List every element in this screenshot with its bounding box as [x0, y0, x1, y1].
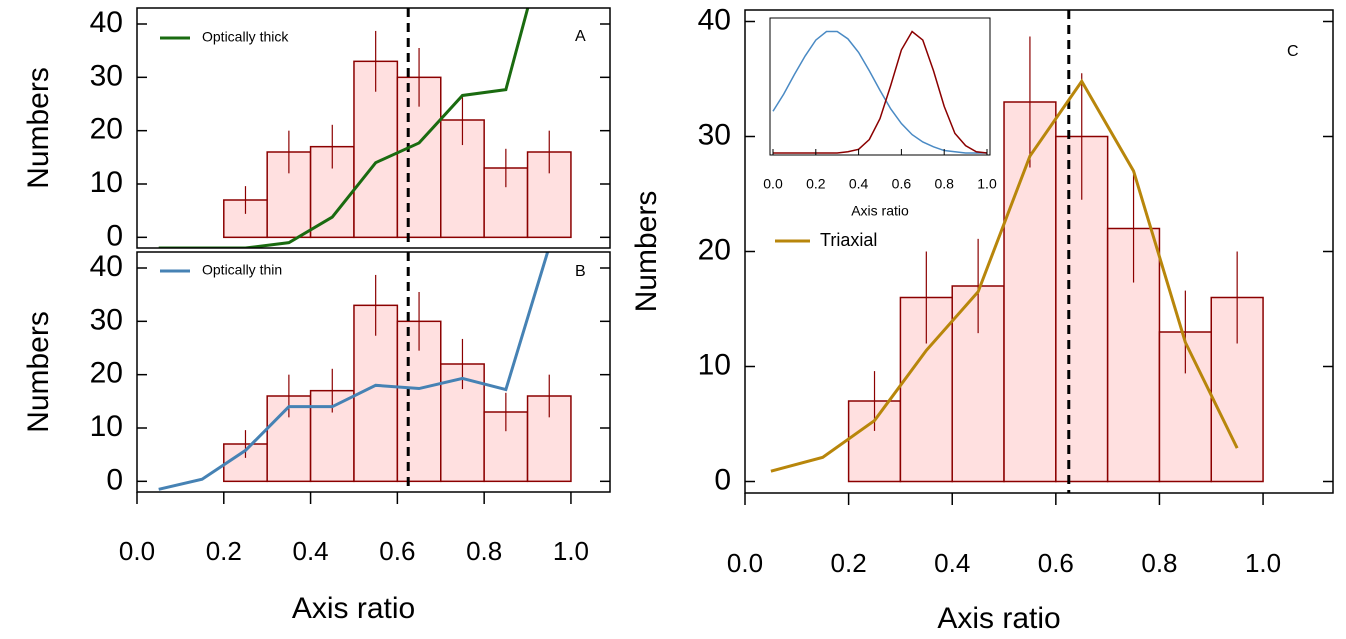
x-tick-label: 0.2	[831, 548, 867, 578]
y-tick-label: 30	[90, 59, 123, 92]
panel-letter: C	[1287, 43, 1299, 60]
series-line	[770, 78, 1239, 473]
y-tick-label: 10	[90, 166, 123, 199]
x-tick-label: 0.6	[379, 536, 415, 566]
plot-area	[770, 10, 1264, 493]
y-axis-label: Numbers	[22, 67, 55, 189]
y-tick-label: 0	[714, 463, 731, 496]
plot-area	[158, 8, 572, 248]
y-tick-label: 40	[698, 3, 731, 36]
x-tick-label: 0.2	[806, 176, 826, 192]
series-line	[158, 252, 550, 491]
x-tick-label: 0.6	[892, 176, 912, 192]
y-tick-label: 40	[90, 6, 123, 39]
histogram-bar	[353, 60, 399, 239]
axes-frame	[769, 17, 991, 156]
x-tick-label: 0.8	[1141, 548, 1177, 578]
axes-frame	[136, 251, 611, 493]
y-tick-label: 10	[90, 410, 123, 443]
x-tick-label: 1.0	[553, 536, 589, 566]
y-tick-label: 30	[90, 303, 123, 336]
series-line	[773, 30, 988, 154]
legend-label: Triaxial	[820, 230, 877, 250]
x-tick-label: 0.8	[466, 536, 502, 566]
x-tick-label: 0.4	[849, 176, 869, 192]
y-tick-label: 10	[698, 348, 731, 381]
x-tick-label: 1.0	[1245, 548, 1281, 578]
x-axis-label: Axis ratio	[937, 602, 1060, 635]
plot-area	[158, 252, 572, 492]
panel-letter: B	[575, 263, 586, 280]
y-tick-label: 20	[698, 233, 731, 266]
legend-label: Optically thin	[202, 262, 282, 278]
x-tick-label: 0.0	[727, 548, 763, 578]
x-tick-label: 0.0	[763, 176, 783, 192]
y-tick-label: 20	[90, 113, 123, 146]
series-line	[772, 30, 987, 154]
y-tick-label: 20	[90, 357, 123, 390]
y-axis-label: Numbers	[630, 191, 663, 313]
series-line	[158, 8, 530, 248]
x-tick-label: 0.4	[934, 548, 970, 578]
x-tick-label: 0.4	[292, 536, 328, 566]
x-tick-label: 0.2	[206, 536, 242, 566]
legend-label: Optically thick	[202, 29, 289, 45]
y-tick-label: 0	[106, 463, 123, 496]
plot-area	[772, 30, 988, 154]
x-axis-label: Axis ratio	[292, 592, 415, 625]
histogram-bar	[526, 151, 572, 239]
panel-letter: A	[575, 28, 586, 45]
y-tick-label: 30	[698, 118, 731, 151]
x-axis-label: Axis ratio	[851, 203, 909, 219]
y-axis-label: Numbers	[22, 311, 55, 433]
axes-frame	[136, 7, 611, 249]
x-tick-label: 0.8	[934, 176, 954, 192]
x-tick-label: 1.0	[977, 176, 997, 192]
y-tick-label: 0	[106, 219, 123, 252]
x-tick-label: 0.6	[1038, 548, 1074, 578]
y-tick-label: 40	[90, 250, 123, 283]
x-tick-label: 0.0	[119, 536, 155, 566]
